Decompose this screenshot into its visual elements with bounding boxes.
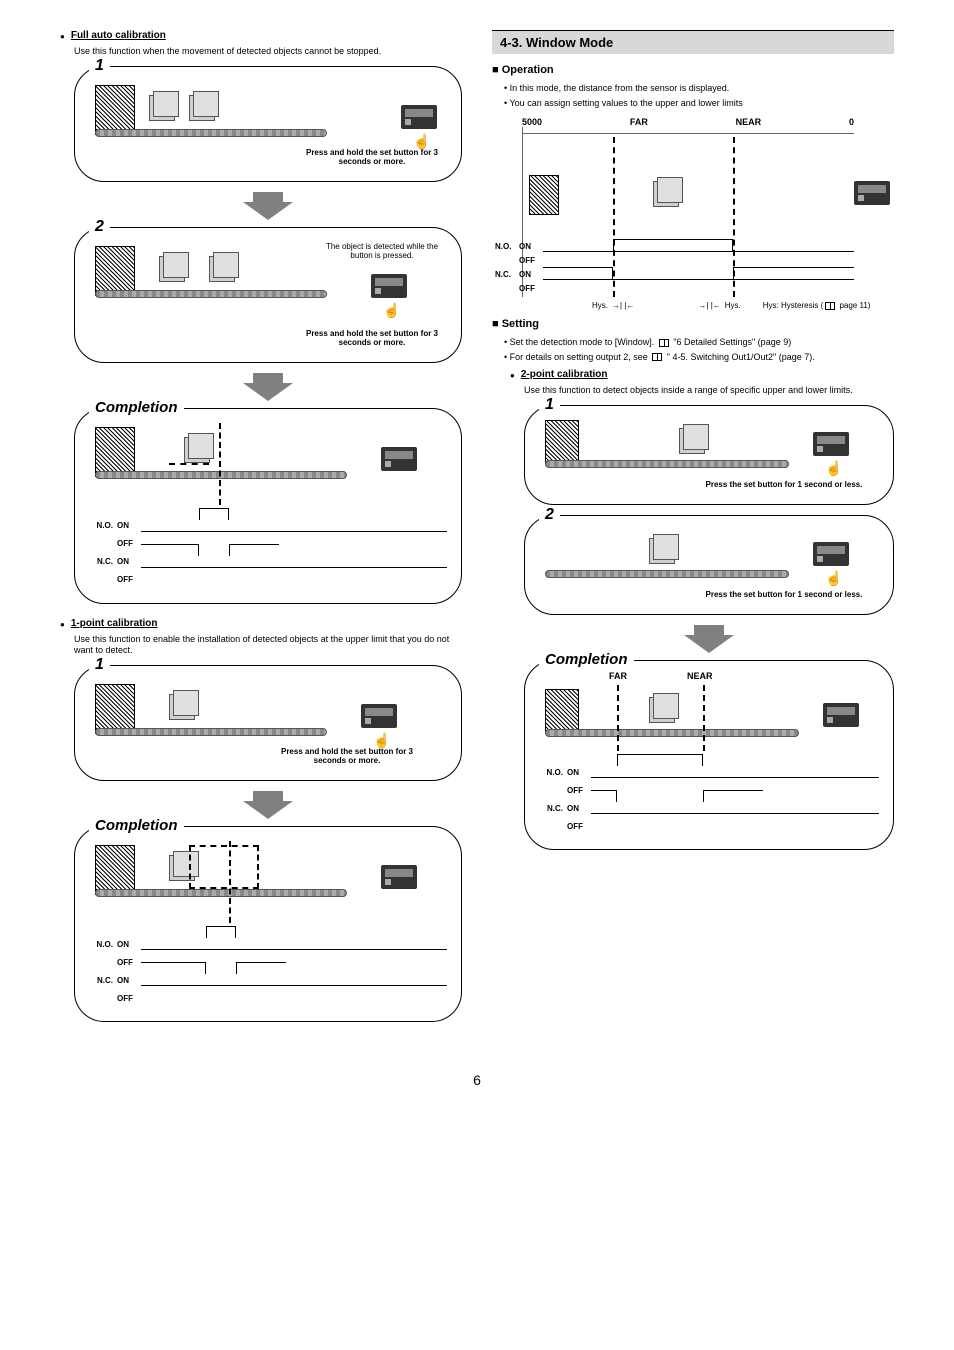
two-point-completion: Completion FAR NEAR N.O. ON (524, 660, 894, 850)
step1-caption: Press and hold the set button for 3 seco… (297, 148, 447, 167)
hand-icon: ☝ (383, 302, 400, 319)
full-auto-title: Full auto calibration (71, 30, 166, 41)
one-point-step1: 1 ☝ Press and hold the set button for 3 … (74, 665, 462, 781)
step1-caption: Press and hold the set button for 3 seco… (272, 747, 422, 766)
hand-icon: ☝ (825, 570, 842, 587)
sensor-icon (823, 703, 859, 727)
step1-caption: Press the set button for 1 second or les… (689, 480, 879, 490)
step2-caption: Press and hold the set button for 3 seco… (297, 329, 447, 348)
full-auto-desc: Use this function when the movement of d… (74, 46, 462, 58)
full-auto-step1: 1 ☝ Press and hold the set button for 3 … (74, 66, 462, 182)
page-number: 6 (60, 1072, 894, 1088)
completion-label: Completion (539, 651, 634, 668)
section-heading: 4-3. Window Mode (492, 30, 894, 54)
full-auto-completion: Completion N.O. ON OFF N.C. ON (74, 408, 462, 604)
step-number: 1 (539, 396, 560, 414)
full-auto-step2: 2 The object is detected while the butto… (74, 227, 462, 363)
sensor-icon (813, 432, 849, 456)
sensor-icon (361, 704, 397, 728)
sensor-icon (371, 274, 407, 298)
sensor-icon (854, 181, 890, 205)
two-point-desc: Use this function to detect objects insi… (524, 385, 894, 397)
timing-diagram: N.O. ON OFF N.C. ON OFF (89, 935, 447, 1007)
sensor-icon (381, 447, 417, 471)
two-point-heading: 2-point calibration (510, 369, 894, 383)
op-bullet: You can assign setting values to the upp… (504, 97, 894, 110)
setting-bullet: Set the detection mode to [Window]. "6 D… (504, 336, 894, 349)
step-number: 1 (89, 57, 110, 75)
book-icon (652, 353, 662, 361)
completion-label: Completion (89, 399, 184, 416)
timing-diagram: N.O. ON OFF N.C. ON OFF (89, 517, 447, 589)
step2-caption: Press the set button for 1 second or les… (689, 590, 879, 600)
timing-diagram: N.O. ON OFF N.C. ON OFF (539, 763, 879, 835)
one-point-heading: 1-point calibration (60, 618, 462, 632)
two-point-step1: 1 ☝ Press the set button for 1 second or… (524, 405, 894, 505)
step-number: 1 (89, 656, 110, 674)
two-point-title: 2-point calibration (521, 369, 608, 380)
setting-bullet: For details on setting output 2, see " 4… (504, 351, 894, 364)
down-arrow-icon (74, 192, 462, 223)
sensor-icon (813, 542, 849, 566)
full-auto-heading: Full auto calibration (60, 30, 462, 44)
operation-heading: Operation (492, 64, 894, 76)
one-point-completion: Completion N.O. ON OFF N.C. ON (74, 826, 462, 1022)
book-icon (825, 302, 835, 310)
right-column: 4-3. Window Mode Operation In this mode,… (492, 30, 894, 1032)
setting-heading: Setting (492, 318, 894, 330)
book-icon (659, 339, 669, 347)
sensor-icon (401, 105, 437, 129)
op-bullet: In this mode, the distance from the sens… (504, 82, 894, 95)
step2-note: The object is detected while the button … (317, 242, 447, 261)
one-point-desc: Use this function to enable the installa… (74, 634, 462, 657)
sensor-icon (381, 865, 417, 889)
completion-label: Completion (89, 817, 184, 834)
two-point-step2: 2 ☝ Press the set button for 1 second or… (524, 515, 894, 615)
one-point-title: 1-point calibration (71, 618, 158, 629)
step-number: 2 (539, 506, 560, 524)
step-number: 2 (89, 218, 110, 236)
hand-icon: ☝ (825, 460, 842, 477)
left-column: Full auto calibration Use this function … (60, 30, 462, 1032)
operation-diagram: 5000 FAR NEAR 0 N.O.ON OFF N.C.ON OFF (512, 117, 894, 310)
